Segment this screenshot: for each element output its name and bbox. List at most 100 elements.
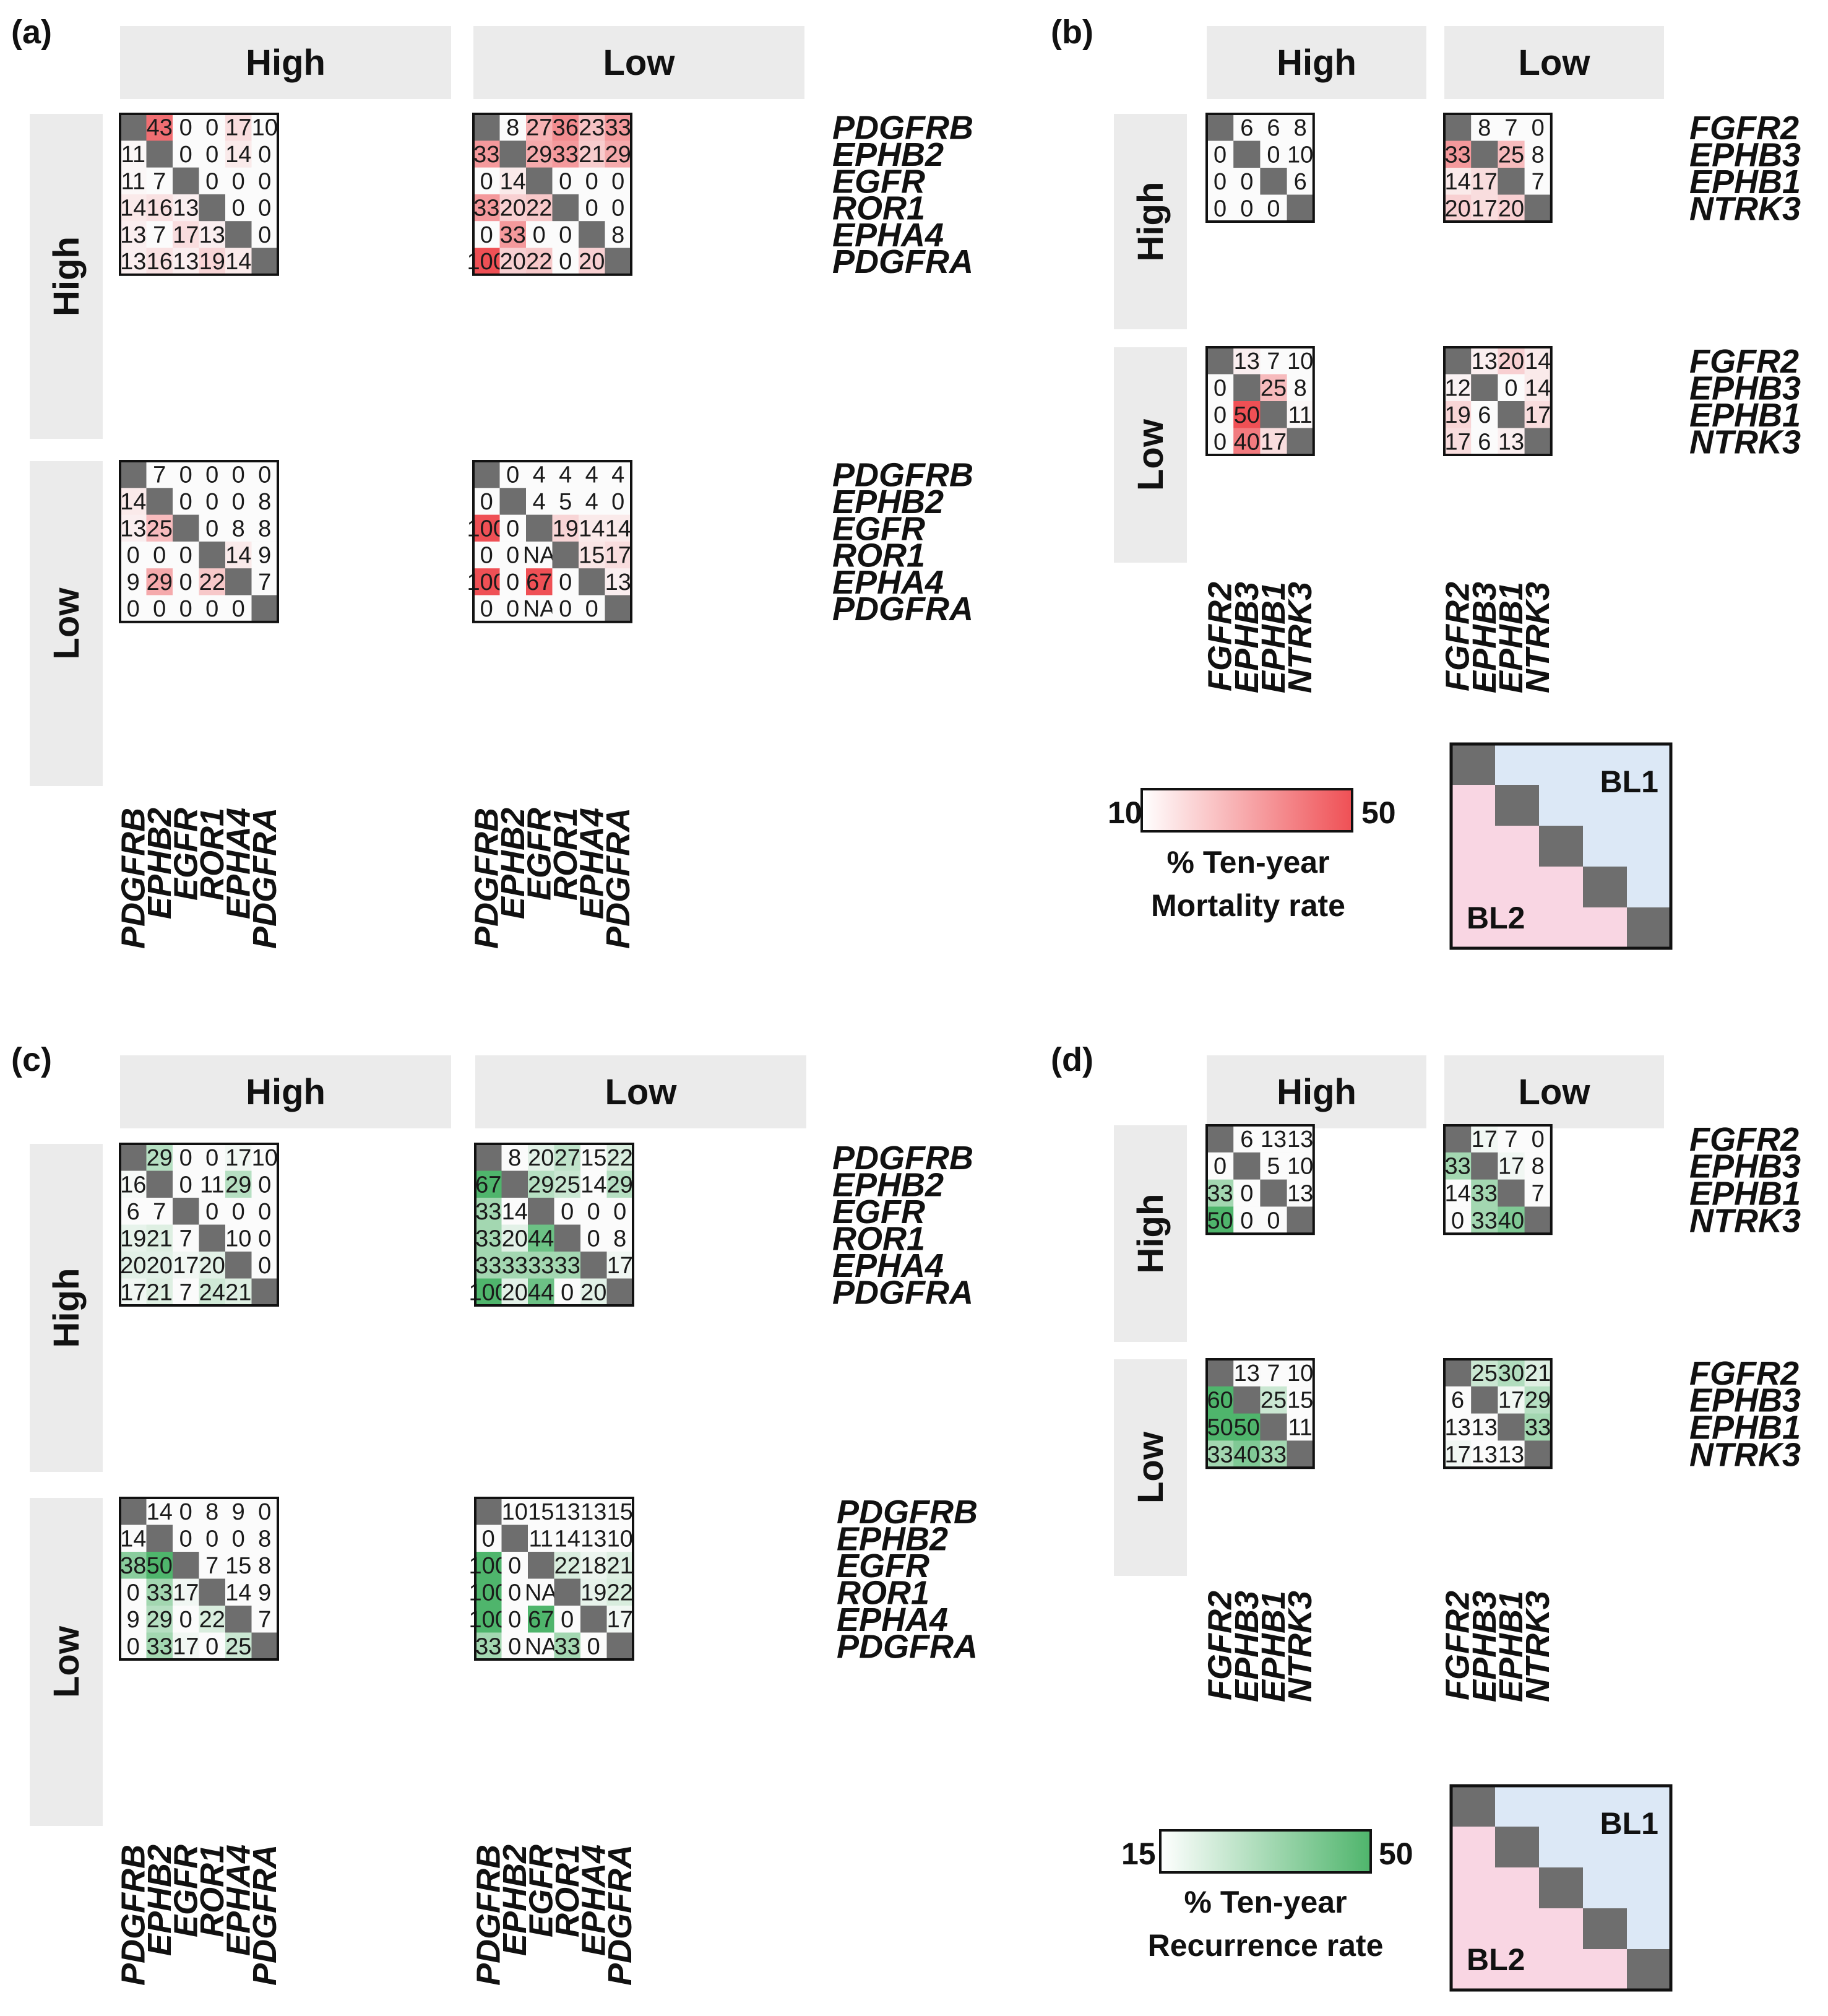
cell-value-label: 0 bbox=[179, 489, 192, 515]
side-header-bg bbox=[1114, 347, 1187, 563]
heatmap-cell bbox=[225, 114, 252, 141]
heatmap-cell bbox=[1207, 374, 1234, 402]
diagonal-cell bbox=[473, 114, 501, 141]
heatmap-block: 7 0 0 0 014 0 0 0 813 25 0 8 80 0 0 14 99 29 0 22 70 0 0 0 0 bbox=[119, 460, 279, 623]
cell-value-label: 8 bbox=[232, 516, 245, 542]
row-gene-label: PDGFRA bbox=[832, 243, 973, 280]
schematic-cell bbox=[1539, 744, 1584, 785]
cell-value-label: 15 bbox=[580, 1145, 606, 1171]
heatmap-cell bbox=[606, 1552, 634, 1580]
cell-value-label: 20 bbox=[500, 249, 526, 275]
col-gene-label: EGFR bbox=[167, 1845, 204, 1937]
diagonal-cell bbox=[1471, 141, 1498, 168]
heatmap-cell bbox=[173, 194, 200, 222]
schematic-cell bbox=[1495, 1908, 1540, 1950]
diagonal-cell bbox=[554, 1224, 581, 1252]
cell-value-label: 8 bbox=[1532, 142, 1545, 168]
top-header-bg bbox=[1444, 26, 1664, 99]
cell-value-label: 7 bbox=[1504, 1127, 1517, 1153]
cell-value-label: 36 bbox=[553, 115, 579, 141]
cell-value-label: 18 bbox=[580, 1553, 606, 1579]
row-gene-label: EPHB3 bbox=[1689, 1148, 1801, 1185]
cell-value-label: 0 bbox=[1214, 375, 1227, 401]
cell-value-label: 29 bbox=[147, 1145, 173, 1171]
heatmap-cell bbox=[173, 595, 200, 623]
heatmap-cell bbox=[580, 1578, 608, 1606]
schematic-cell bbox=[1451, 785, 1496, 826]
side-header-bg bbox=[1114, 114, 1187, 329]
cell-value-label: 13 bbox=[173, 249, 199, 275]
diagonal-cell bbox=[1498, 1179, 1525, 1207]
diagonal-cell bbox=[605, 595, 632, 623]
cell-value-label: 33 bbox=[554, 1253, 580, 1279]
heatmap-cell bbox=[199, 1552, 226, 1580]
heatmap-cell bbox=[120, 1252, 147, 1279]
cell-value-label: 13 bbox=[1498, 429, 1524, 455]
cell-value-label: 8 bbox=[258, 516, 271, 542]
cell-value-label: 0 bbox=[258, 1226, 271, 1252]
cell-value-label: 0 bbox=[1240, 1208, 1253, 1234]
col-gene-label: NTRK3 bbox=[1282, 582, 1319, 693]
heatmap-cell bbox=[225, 1144, 252, 1172]
col-gene-label: EPHB2 bbox=[141, 808, 178, 919]
cell-value-label: 7 bbox=[1532, 1181, 1545, 1207]
cell-value-label: 14 bbox=[225, 1580, 251, 1606]
cell-value-label: 7 bbox=[1267, 1361, 1280, 1387]
heatmap-cell bbox=[1233, 347, 1261, 375]
heatmap-cell bbox=[473, 248, 501, 275]
heatmap-cell bbox=[501, 1278, 528, 1306]
col-gene-label: NTRK3 bbox=[1519, 582, 1556, 693]
cell-value-label: 33 bbox=[1525, 1415, 1551, 1441]
schematic-diag-cell bbox=[1451, 1786, 1496, 1827]
cell-value-label: 14 bbox=[502, 1199, 528, 1225]
heatmap-cell bbox=[173, 541, 200, 569]
heatmap-cell bbox=[501, 1224, 528, 1252]
row-gene-label: PDGFRA bbox=[832, 591, 973, 628]
cell-value-label: 0 bbox=[1240, 1181, 1253, 1207]
col-gene-label: EPHA4 bbox=[573, 808, 610, 919]
heatmap-cell bbox=[199, 595, 226, 623]
heatmap-cell bbox=[605, 221, 632, 249]
cell-value-label: 20 bbox=[1498, 196, 1524, 222]
block-border bbox=[119, 1143, 279, 1307]
colorbar-max-label: 50 bbox=[1361, 795, 1396, 830]
heatmap-cell bbox=[1498, 347, 1525, 375]
heatmap-cell bbox=[251, 541, 278, 569]
block-border bbox=[474, 1143, 634, 1307]
diagonal-cell bbox=[1524, 1440, 1552, 1468]
schematic-cell bbox=[1583, 1786, 1628, 1827]
heatmap-cell bbox=[1207, 141, 1234, 168]
cell-value-label: 13 bbox=[554, 1499, 580, 1525]
row-gene-label: PDGFRA bbox=[837, 1628, 978, 1665]
heatmap-cell bbox=[146, 1606, 173, 1633]
cell-value-label: 11 bbox=[121, 168, 145, 194]
heatmap-cell bbox=[225, 194, 252, 222]
cell-value-label: 6 bbox=[1240, 115, 1253, 141]
cell-value-label: 33 bbox=[475, 1199, 501, 1225]
diagonal-cell bbox=[1260, 401, 1288, 429]
row-gene-label: ROR1 bbox=[837, 1574, 929, 1611]
col-gene-label: EPHA4 bbox=[220, 808, 257, 919]
heatmap-cell bbox=[473, 141, 501, 168]
heatmap-cell bbox=[1207, 428, 1234, 456]
heatmap-cell bbox=[146, 1578, 173, 1606]
heatmap-cell bbox=[1444, 1152, 1472, 1180]
cell-value-label: 11 bbox=[1288, 402, 1312, 428]
cell-value-label: 14 bbox=[1525, 348, 1551, 374]
side-header-label: High bbox=[1131, 182, 1171, 262]
schematic-cell bbox=[1539, 1786, 1584, 1827]
schematic-cell bbox=[1539, 1949, 1584, 1991]
diagonal-cell bbox=[1233, 1152, 1261, 1180]
cell-value-label: 19 bbox=[580, 1580, 606, 1606]
block-border bbox=[1205, 1124, 1315, 1235]
heatmap-cell bbox=[1287, 1413, 1314, 1441]
cell-value-label: 10 bbox=[1287, 1154, 1313, 1180]
heatmap-cell bbox=[605, 194, 632, 222]
heatmap-cell bbox=[146, 1552, 173, 1580]
cell-value-label: 50 bbox=[1207, 1208, 1233, 1234]
heatmap-cell bbox=[173, 141, 200, 168]
cell-value-label: 0 bbox=[205, 489, 218, 515]
cell-value-label: 20 bbox=[1498, 348, 1524, 374]
